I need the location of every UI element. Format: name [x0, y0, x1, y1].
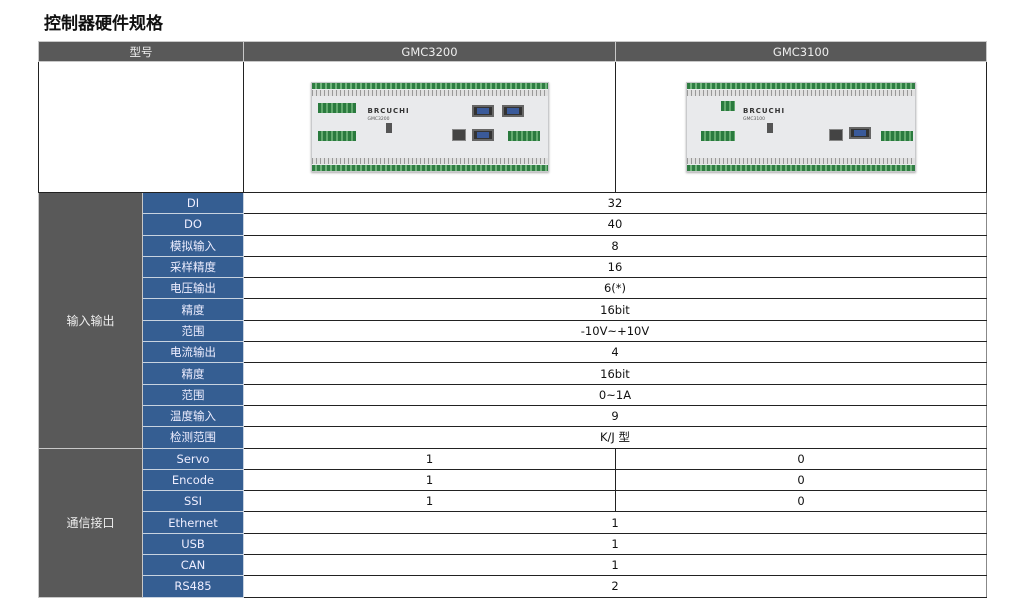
table-row: 检测范围 K/J 型 [39, 426, 987, 449]
spec-value: 16 [243, 256, 987, 279]
product-image-gmc3200: BRCUCHI GMC3200 [243, 61, 616, 193]
spec-label: 模拟输入 [142, 234, 244, 257]
table-row: 通信接口 Servo 1 0 [38, 447, 987, 598]
table-row: 温度输入 9 [39, 404, 987, 428]
spec-label: 检测范围 [142, 426, 244, 449]
spec-value: 1 [243, 554, 987, 577]
spec-label: 精度 [142, 298, 244, 321]
table-row: 采样精度 16 [39, 255, 987, 279]
image-row: BRCUCHI GMC3200 BRCUCHI GMC3100 [38, 61, 987, 193]
product-image-gmc3100: BRCUCHI GMC3100 [615, 61, 987, 193]
spec-value-gmc3200: 1 [243, 469, 616, 492]
group-label: 输入输出 [38, 192, 143, 449]
header-row: 型号 GMC3200 GMC3100 [38, 41, 987, 62]
model-header-gmc3100: GMC3100 [615, 41, 987, 62]
table-row: CAN 1 [39, 554, 987, 577]
spec-label: 温度输入 [142, 404, 244, 428]
spec-value-gmc3200: 1 [243, 490, 616, 513]
table-row: 范围 -10V~+10V [39, 319, 987, 343]
image-row-blank [38, 61, 244, 193]
table-row: Ethernet 1 [39, 511, 987, 534]
spec-value: 40 [243, 213, 987, 236]
spec-value: 8 [243, 235, 987, 257]
spec-value: 16bit [243, 298, 987, 321]
spec-label: 电流输出 [142, 341, 244, 364]
spec-value-gmc3200: 1 [243, 448, 616, 470]
device-model-text: GMC3200 [367, 117, 390, 122]
spec-label: 精度 [142, 362, 244, 385]
table-row: 输入输出 DI 32 [38, 191, 987, 449]
spec-value: -10V~+10V [243, 320, 987, 343]
table-row: RS485 2 [39, 575, 987, 598]
table-row: USB 1 [39, 532, 987, 556]
brand-logo: BRCUCHI [367, 107, 410, 115]
spec-value: 9 [243, 405, 987, 428]
model-header-gmc3200: GMC3200 [243, 41, 616, 62]
spec-value: 2 [243, 575, 987, 598]
brand-logo: BRCUCHI [743, 107, 786, 115]
spec-label: 采样精度 [142, 255, 244, 279]
spec-label: Encode [142, 468, 244, 492]
spec-value: K/J 型 [243, 426, 987, 449]
table-row: 模拟输入 8 [39, 234, 987, 257]
spec-label: RS485 [142, 575, 244, 598]
table-row: 电流输出 4 [39, 341, 987, 364]
spec-value: 16bit [243, 362, 987, 385]
table-row: 精度 16bit [39, 298, 987, 321]
spec-label: SSI [142, 490, 244, 513]
table-row: DO 40 [39, 213, 987, 236]
spec-label: Servo [142, 447, 244, 470]
spec-label: CAN [142, 554, 244, 577]
spec-value: 1 [243, 533, 987, 556]
spec-value: 32 [243, 192, 987, 215]
spec-label: USB [142, 532, 244, 556]
model-header: 型号 [38, 41, 244, 62]
spec-label: Ethernet [142, 511, 244, 534]
spec-label: 范围 [142, 383, 244, 406]
table-row: 电压输出 6(*) [39, 277, 987, 300]
spec-label: DO [142, 213, 244, 236]
controller-image: BRCUCHI GMC3200 [310, 82, 549, 172]
spec-value: 0~1A [243, 384, 987, 406]
spec-value: 1 [243, 511, 987, 534]
spec-label: 电压输出 [142, 277, 244, 300]
spec-value-gmc3100: 0 [615, 490, 987, 513]
spec-value: 6(*) [243, 277, 987, 300]
table-row: 范围 0~1A [39, 383, 987, 406]
spec-value-gmc3100: 0 [615, 448, 987, 470]
page-title: 控制器硬件规格 [44, 14, 163, 34]
controller-image: BRCUCHI GMC3100 [686, 82, 916, 172]
group-label: 通信接口 [38, 447, 143, 598]
spec-table: 型号 GMC3200 GMC3100 BRCUCHI GMC3200 [38, 41, 987, 598]
spec-label: 范围 [142, 319, 244, 343]
table-row: Encode 1 0 [39, 468, 987, 492]
spec-value-gmc3100: 0 [615, 469, 987, 492]
device-model-text: GMC3100 [743, 117, 765, 122]
table-row: 精度 16bit [39, 362, 987, 385]
spec-label: DI [142, 191, 244, 215]
spec-value: 4 [243, 341, 987, 364]
table-row: SSI 1 0 [39, 490, 987, 513]
